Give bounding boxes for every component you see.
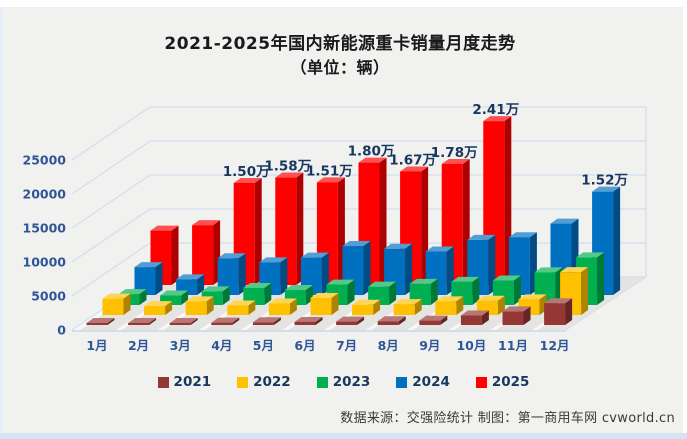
value-label: 1.58万 — [264, 159, 311, 175]
bar-2021-1月 — [86, 318, 115, 325]
value-label: 1.80万 — [348, 144, 395, 160]
y-tick-label: 20000 — [23, 187, 67, 202]
bar-2022-3月 — [185, 296, 214, 315]
month-label: 1月 — [86, 338, 107, 353]
bar-2023-10月 — [492, 275, 521, 305]
legend-label-2025: 2025 — [491, 374, 530, 390]
month-label: 10月 — [456, 338, 486, 353]
bar-2021-10月 — [460, 310, 489, 325]
bar-2022-4月 — [227, 300, 256, 315]
bar-2021-6月 — [294, 316, 323, 325]
bar-2022-8月 — [393, 299, 422, 315]
month-label: 4月 — [211, 338, 232, 353]
bar-2022-10月 — [476, 295, 505, 315]
bar-2021-5月 — [252, 317, 281, 325]
legend-item-2021: 2021 — [157, 374, 212, 390]
value-label: 1.51万 — [306, 163, 353, 179]
value-label: 1.67万 — [389, 152, 436, 168]
legend-label-2024: 2024 — [412, 374, 450, 390]
bar-2021-3月 — [169, 317, 198, 325]
bar-2021-2月 — [128, 318, 157, 325]
legend-swatch-2022 — [237, 376, 249, 388]
month-label: 8月 — [378, 338, 399, 353]
month-label: 2月 — [128, 338, 149, 353]
legend-swatch-2023 — [316, 376, 328, 388]
bar-2022-9月 — [435, 296, 464, 315]
legend: 2021 2022 2023 2024 2025 — [0, 374, 687, 390]
legend-swatch-2021 — [157, 376, 169, 388]
y-tick-label: 0 — [57, 323, 66, 338]
month-label: 9月 — [419, 338, 440, 353]
month-label: 3月 — [170, 338, 191, 353]
bar-2021-4月 — [211, 317, 240, 325]
bar-2022-1月 — [102, 293, 131, 315]
x-axis-ticks: 1月 2月 3月 4月 5月 6月 7月 8月 9月 10月 11月 12月 — [86, 338, 569, 353]
y-axis-ticks: 0 5000 10000 15000 20000 25000 — [23, 153, 67, 338]
month-label: 5月 — [253, 338, 274, 353]
legend-item-2024: 2024 — [396, 374, 450, 390]
chart-title: 2021-2025年国内新能源重卡销量月度走势 — [164, 34, 516, 54]
bar-2021-11月 — [502, 306, 531, 325]
legend-label-2022: 2022 — [253, 374, 291, 390]
legend-item-2025: 2025 — [475, 374, 530, 390]
bar-2022-5月 — [268, 298, 297, 315]
bar-2022-2月 — [144, 301, 173, 315]
bar-2021-9月 — [419, 315, 448, 325]
bar-2024-9月 — [467, 234, 496, 295]
bar-2021-8月 — [377, 316, 406, 325]
bar-2024-3月 — [217, 253, 246, 295]
panel-bottom-border — [0, 433, 687, 439]
bar-2023-2月 — [160, 290, 189, 305]
y-tick-label: 5000 — [31, 289, 66, 304]
legend-item-2023: 2023 — [316, 374, 371, 390]
month-label: 7月 — [336, 338, 357, 353]
bar-2023-3月 — [201, 286, 230, 305]
value-label: 1.50万 — [223, 164, 270, 180]
value-label: 1.78万 — [431, 145, 478, 161]
y-tick-label: 15000 — [23, 221, 67, 236]
bar-2024-1月 — [134, 262, 163, 295]
bar-2025-2月 — [192, 220, 221, 285]
month-label: 12月 — [540, 338, 570, 353]
bar-2024-4月 — [259, 257, 288, 295]
chart-subtitle: （单位：辆） — [290, 58, 390, 77]
y-tick-label: 25000 — [23, 153, 67, 168]
data-source-note: 数据来源：交强险统计 制图：第一商用车网 cvworld.cn — [340, 411, 675, 426]
value-label: 1.52万 — [581, 173, 628, 189]
bar-2021-7月 — [336, 316, 365, 325]
panel-left-border — [0, 7, 3, 433]
legend-label-2023: 2023 — [332, 374, 371, 390]
legend-swatch-2024 — [396, 376, 408, 388]
bar-2022-7月 — [352, 299, 381, 315]
bar-2022-6月 — [310, 293, 339, 315]
legend-label-2021: 2021 — [173, 374, 212, 390]
bar-2021-12月 — [544, 298, 573, 325]
series-2021 — [86, 298, 573, 325]
month-label: 11月 — [498, 338, 528, 353]
bar-2024-6月 — [342, 241, 371, 295]
legend-item-2022: 2022 — [237, 374, 291, 390]
legend-swatch-2025 — [475, 376, 487, 388]
value-label: 2.41万 — [472, 102, 519, 118]
y-tick-label: 10000 — [23, 255, 67, 270]
series-2025 — [150, 116, 512, 286]
series-2022 — [102, 267, 589, 315]
month-label: 6月 — [294, 338, 315, 353]
